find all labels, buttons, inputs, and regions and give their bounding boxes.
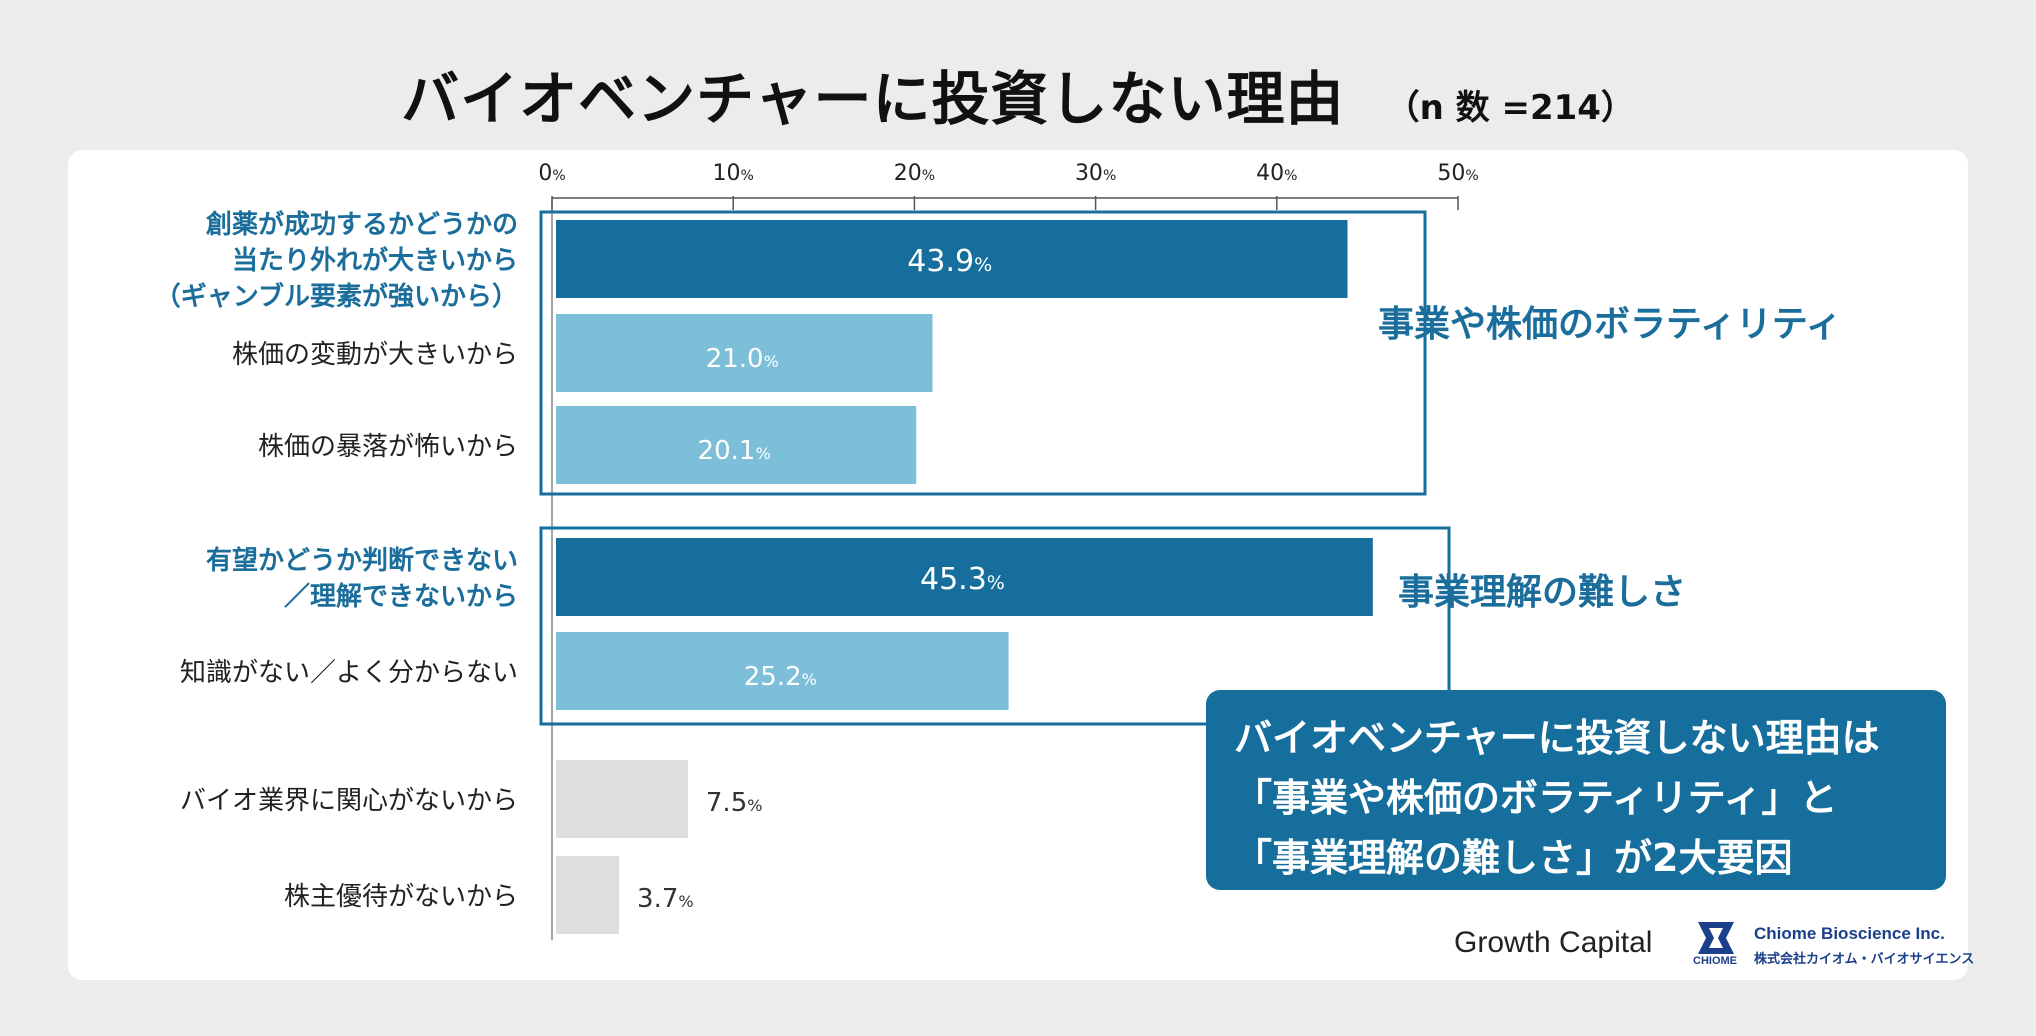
chart-title: バイオベンチャーに投資しない理由 bbox=[401, 65, 1345, 133]
category-label: 株主優待がないから bbox=[284, 882, 518, 912]
value-unit: % bbox=[1284, 168, 1297, 184]
bar bbox=[556, 760, 688, 838]
value-number: 50 bbox=[1437, 161, 1465, 186]
chiome-logo-icon bbox=[1698, 922, 1734, 954]
value-number: 10 bbox=[713, 161, 741, 186]
bar-chart: 0% 10% 20% 30% 40% 50%43.9%創薬が成功するかどうかの当たり外れが… bbox=[155, 161, 1842, 940]
x-tick-label: 40% bbox=[1256, 161, 1297, 186]
value-unit: % bbox=[802, 670, 817, 689]
value-unit: % bbox=[987, 572, 1005, 594]
chart-card: 0% 10% 20% 30% 40% 50% 43.9% 創薬が成功するかどうかの 当たり外れが… bbox=[68, 150, 1968, 980]
chiome-logo-jp: 株式会社カイオム・バイオサイエンス bbox=[1754, 952, 1975, 967]
category-label: 株価の暴落が怖いから bbox=[258, 432, 518, 462]
value-unit: % bbox=[678, 892, 693, 911]
group-frame bbox=[539, 526, 1451, 726]
bar-value-label: 21.0% bbox=[706, 344, 779, 374]
bar-value-label: 45.3% bbox=[920, 562, 1005, 597]
value-unit: % bbox=[922, 168, 935, 184]
chiome-logo-en: Chiome Bioscience Inc. bbox=[1754, 924, 1945, 943]
value-number: 0 bbox=[538, 161, 552, 186]
x-tick-label: 20% bbox=[894, 161, 935, 186]
value-unit: % bbox=[1465, 168, 1478, 184]
value-unit: % bbox=[552, 168, 565, 184]
value-unit: % bbox=[741, 168, 754, 184]
value-number: 30 bbox=[1075, 161, 1103, 186]
value-number: 25.2 bbox=[744, 662, 802, 692]
bar-value-label: 20.1% bbox=[698, 436, 771, 466]
value-number: 43.9 bbox=[907, 244, 974, 279]
value-number: 20 bbox=[894, 161, 922, 186]
bar-value-label: 7.5% bbox=[706, 788, 763, 818]
category-label: バイオ業界に関心がないから bbox=[180, 786, 518, 816]
bar bbox=[556, 856, 620, 934]
value-number: 20.1 bbox=[698, 436, 756, 466]
bar bbox=[556, 406, 917, 484]
value-number: 7.5 bbox=[706, 788, 747, 818]
value-number: 3.7 bbox=[637, 884, 678, 914]
category-label: （ギャンブル要素が強いから） bbox=[155, 281, 518, 312]
value-number: 21.0 bbox=[706, 344, 764, 374]
x-tick-label: 0% bbox=[538, 161, 565, 186]
category-label: ／理解できないから bbox=[284, 582, 518, 612]
x-tick-label: 10% bbox=[713, 161, 754, 186]
bar-value-label: 3.7% bbox=[637, 884, 694, 914]
category-label: 創薬が成功するかどうかの bbox=[206, 209, 518, 240]
x-tick-label: 50% bbox=[1437, 161, 1478, 186]
category-label: 株価の変動が大きいから bbox=[232, 340, 518, 370]
value-unit: % bbox=[974, 254, 992, 276]
category-label: 知識がない／よく分からない bbox=[180, 658, 518, 688]
bar bbox=[556, 632, 1009, 710]
group-label: 事業や株価のボラティリティ bbox=[1378, 304, 1842, 345]
category-label: 当たり外れが大きいから bbox=[232, 245, 518, 276]
value-unit: % bbox=[755, 444, 770, 463]
value-unit: % bbox=[747, 796, 762, 815]
group-label: 事業理解の難しさ bbox=[1398, 572, 1686, 613]
callout-line: バイオベンチャーに投資しない理由は bbox=[1234, 716, 1880, 760]
x-tick-label: 30% bbox=[1075, 161, 1116, 186]
bar-value-label: 25.2% bbox=[744, 662, 817, 692]
chart-title-row: バイオベンチャーに投資しない理由 （n 数 =214） bbox=[0, 52, 2036, 136]
bar-value-label: 43.9% bbox=[907, 244, 992, 279]
chiome-mark-text: CHIOME bbox=[1693, 955, 1737, 967]
bar bbox=[556, 314, 933, 392]
growth-capital-logo: Growth Capital bbox=[1454, 926, 1653, 959]
bar bbox=[556, 220, 1348, 298]
value-unit: % bbox=[1103, 168, 1116, 184]
bar bbox=[556, 538, 1373, 616]
value-number: 45.3 bbox=[920, 562, 987, 597]
group-frame bbox=[539, 210, 1427, 496]
category-label: 有望かどうか判断できない bbox=[206, 545, 518, 576]
callout-line: 「事業や株価のボラティリティ」と bbox=[1234, 776, 1838, 820]
value-unit: % bbox=[764, 352, 779, 371]
value-number: 40 bbox=[1256, 161, 1284, 186]
summary-callout: バイオベンチャーに投資しない理由は 「事業や株価のボラティリティ」と 「事業理解… bbox=[1206, 690, 1946, 890]
callout-line: 「事業理解の難しさ」が2大要因 bbox=[1234, 836, 1793, 880]
sample-size: （n 数 =214） bbox=[1385, 88, 1635, 128]
